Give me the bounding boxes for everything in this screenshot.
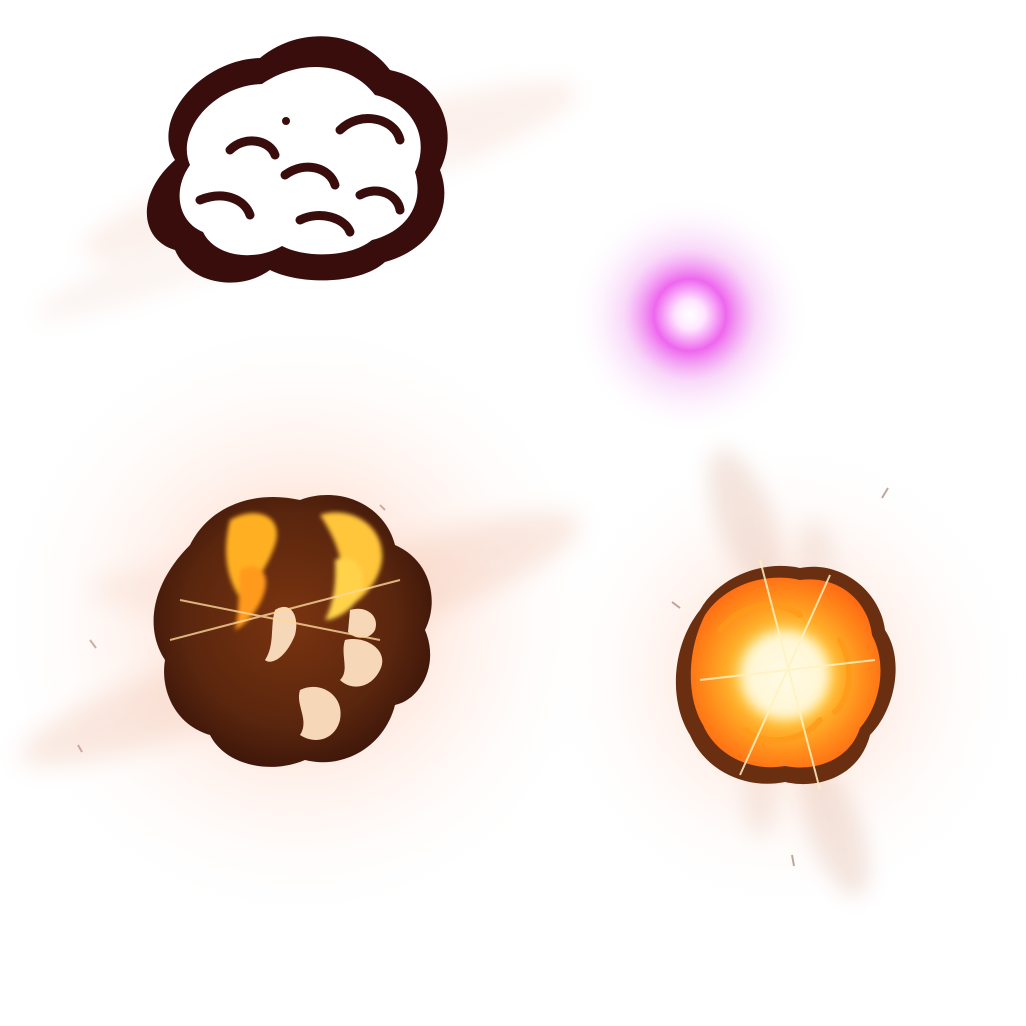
smoke-puff-icon — [36, 36, 578, 320]
fire-explosion-bright-icon — [545, 435, 1025, 915]
fire-explosion-dark-icon — [0, 310, 610, 930]
magenta-orb-icon — [570, 195, 810, 435]
effects-sprite-sheet — [0, 36, 1025, 930]
